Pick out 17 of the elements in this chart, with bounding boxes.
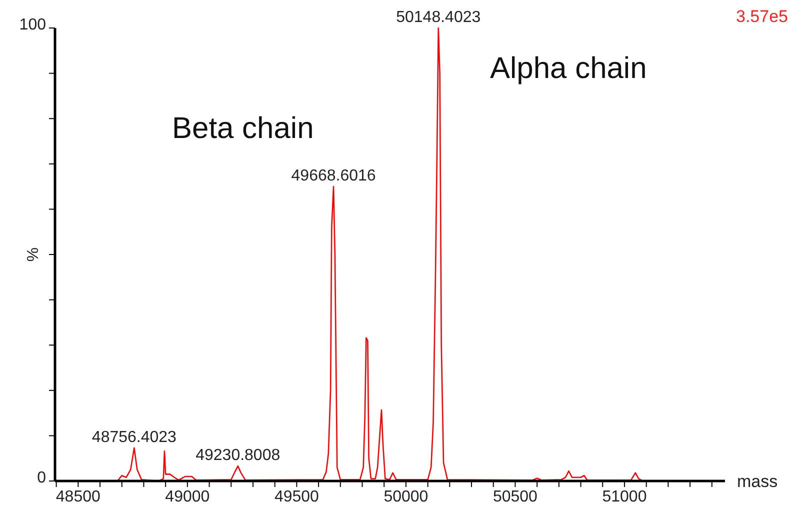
x-tick-label: 50000 [384,488,428,506]
annotation: 49230.8008 [196,447,280,464]
x-tick-label: 49500 [274,488,320,506]
x-axis-title: mass [737,472,778,491]
y-tick-label: 100 [19,16,46,34]
y-axis-title: % [25,247,42,262]
annotation: Beta chain [172,112,314,145]
x-tick-label: 51000 [602,488,647,506]
annotation: 49668.6016 [291,168,376,185]
x-tick-label: 48500 [56,488,101,506]
annotation: Alpha chain [490,52,647,85]
annotation: 48756.4023 [92,428,177,446]
x-tick-label: 49000 [165,488,210,506]
text: 3.57e5 [736,7,788,26]
annotation: 50148.4023 [396,9,481,26]
x-tick-label: 50500 [492,488,538,506]
y-tick-label: 0 [37,470,46,487]
